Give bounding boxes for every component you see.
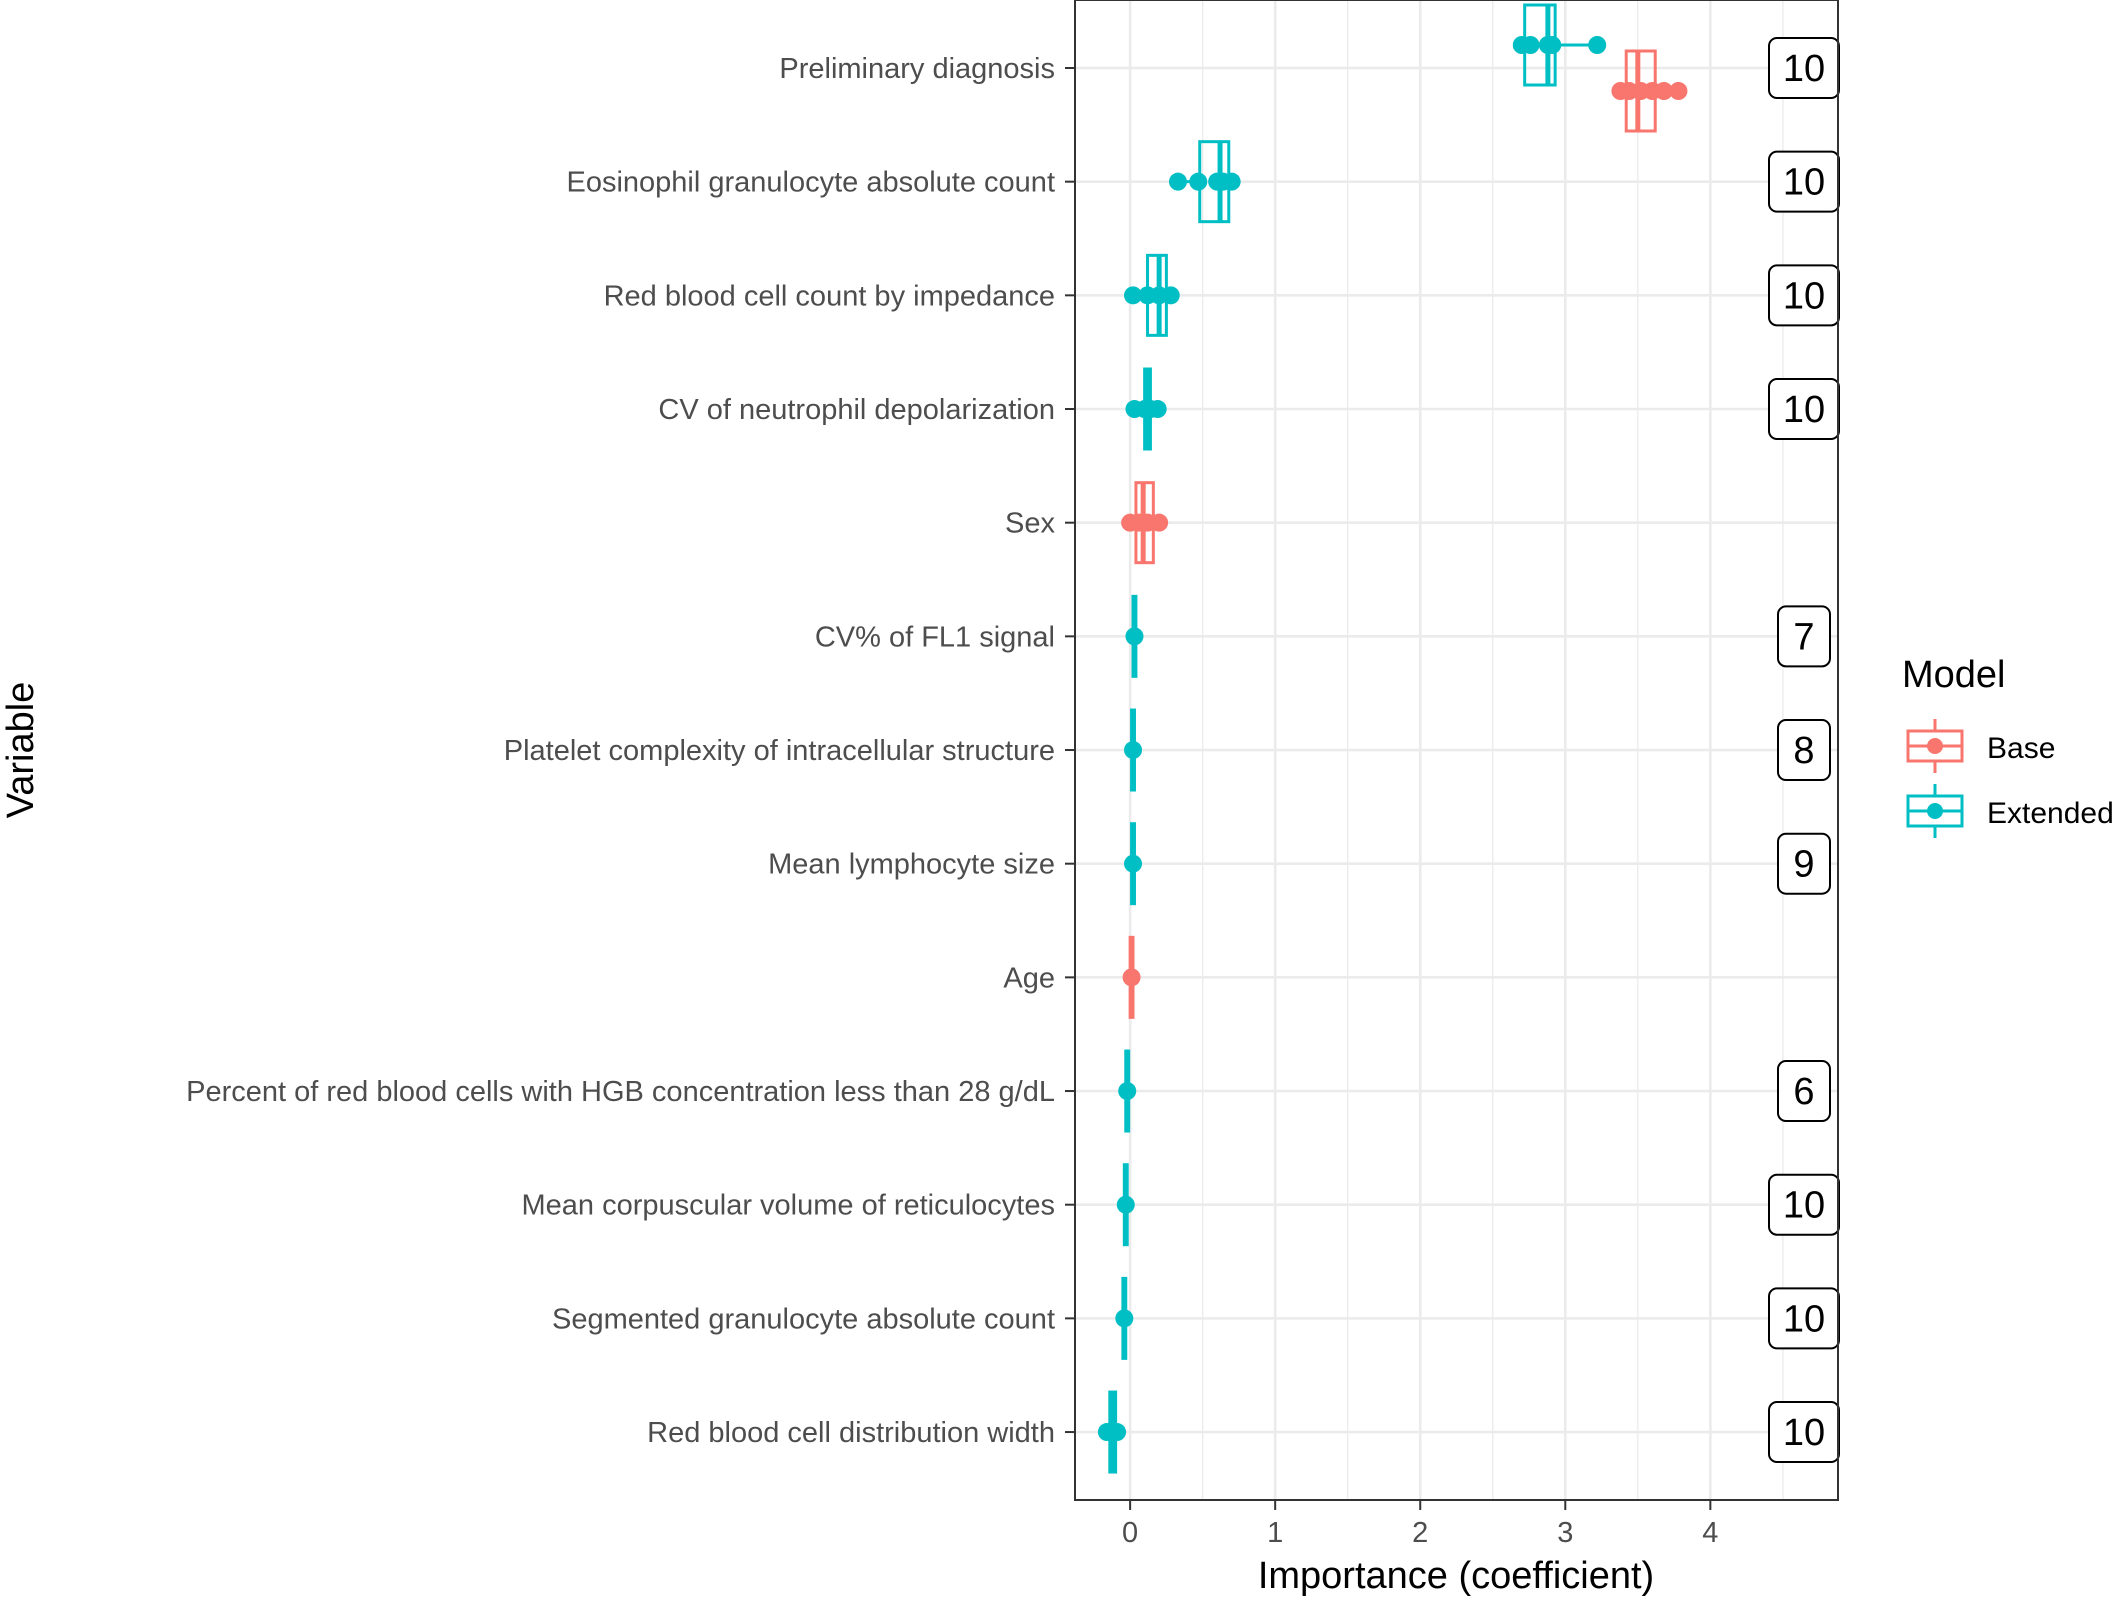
data-point — [1122, 968, 1141, 987]
count-labels: 10 10 10 10 7 8 9 6 10 10 10 — [1768, 37, 1840, 1464]
count-label-box — [1777, 1060, 1831, 1123]
y-tick-label: Red blood cell distribution width — [647, 1417, 1055, 1449]
legend-label-base: Base — [1987, 732, 2055, 765]
x-tick-label: 2 — [1412, 1517, 1428, 1549]
box-extended — [1512, 3, 1607, 87]
data-point — [1124, 741, 1143, 760]
box-base — [1121, 481, 1169, 565]
data-point — [1669, 82, 1688, 100]
legend: Model Base Extended — [1902, 654, 2114, 838]
legend-title: Model — [1902, 654, 2006, 696]
data-point — [1116, 1195, 1135, 1214]
legend-key-base — [1906, 719, 1964, 773]
y-tick-label: Mean corpuscular volume of reticulocytes — [521, 1190, 1055, 1222]
y-tick-label: CV% of FL1 signal — [815, 621, 1055, 653]
data-point — [1161, 286, 1180, 305]
legend-label-extended: Extended — [1987, 797, 2114, 830]
count-label-box — [1777, 719, 1831, 782]
count-label: 10 — [1783, 162, 1825, 204]
y-tick-label: Segmented granulocyte absolute count — [552, 1303, 1055, 1335]
count-label: 6 — [1793, 1071, 1814, 1113]
data-point — [1108, 1423, 1127, 1442]
x-tick-label: 1 — [1267, 1517, 1283, 1549]
box-extended — [1097, 1390, 1127, 1474]
count-label: 10 — [1783, 1185, 1825, 1227]
box-extended — [1116, 1163, 1135, 1247]
box-extended — [1124, 253, 1180, 337]
box-extended — [1168, 140, 1241, 224]
data-point — [1222, 172, 1241, 191]
data-point — [1189, 172, 1208, 191]
data-point — [1543, 36, 1562, 54]
y-tick-label: CV of neutrophil depolarization — [658, 394, 1055, 426]
y-tick-label: Percent of red blood cells with HGB conc… — [186, 1076, 1055, 1108]
data-point — [1148, 400, 1167, 419]
box-extended — [1115, 1276, 1134, 1360]
legend-key-extended — [1906, 784, 1964, 838]
count-label: 9 — [1793, 844, 1814, 886]
data-point — [1124, 286, 1143, 305]
data-point — [1654, 82, 1673, 100]
data-point — [1521, 36, 1540, 54]
data-point — [1115, 1309, 1134, 1328]
count-label: 8 — [1793, 730, 1814, 772]
count-label: 10 — [1783, 275, 1825, 317]
box-extended — [1118, 1049, 1137, 1133]
box-base — [1611, 49, 1688, 133]
x-tick-label: 3 — [1557, 1517, 1573, 1549]
y-tick-label: Platelet complexity of intracellular str… — [504, 735, 1055, 767]
count-label-box — [1777, 605, 1831, 668]
count-label: 10 — [1783, 1298, 1825, 1340]
box-layer — [1097, 3, 1688, 1474]
y-tick-label: Preliminary diagnosis — [779, 53, 1055, 85]
y-tick-label: Age — [1003, 962, 1055, 994]
data-point — [1124, 854, 1143, 873]
data-point — [1588, 36, 1607, 54]
x-axis: 0 1 2 3 4 — [1122, 1500, 1718, 1549]
y-axis: Preliminary diagnosis Eosinophil granuloc… — [186, 53, 1075, 1449]
y-tick-label: Red blood cell count by impedance — [604, 280, 1055, 312]
data-point — [1118, 1082, 1137, 1101]
x-tick-label: 4 — [1702, 1517, 1718, 1549]
y-tick-label: Eosinophil granulocyte absolute count — [567, 167, 1056, 199]
y-axis-title: Variable — [0, 682, 42, 819]
data-point — [1125, 627, 1144, 646]
count-label: 10 — [1783, 48, 1825, 90]
box-base — [1122, 935, 1141, 1019]
y-tick-label: Mean lymphocyte size — [768, 849, 1055, 881]
count-label: 7 — [1793, 616, 1814, 658]
count-label-box — [1777, 832, 1831, 895]
box-extended — [1125, 594, 1144, 678]
box-extended — [1124, 708, 1143, 792]
box-extended — [1124, 822, 1143, 906]
count-label: 10 — [1783, 389, 1825, 431]
data-point — [1168, 172, 1187, 191]
y-tick-label: Sex — [1005, 508, 1055, 540]
box-extended — [1125, 367, 1167, 451]
count-label: 10 — [1783, 1412, 1825, 1454]
x-axis-title: Importance (coefficient) — [1258, 1555, 1654, 1597]
data-point — [1150, 513, 1169, 532]
x-tick-label: 0 — [1122, 1517, 1138, 1549]
